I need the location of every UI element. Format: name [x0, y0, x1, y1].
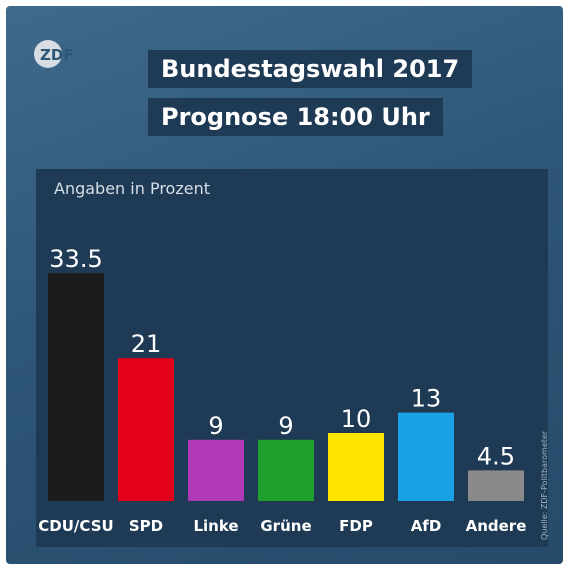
bar-gr-ne — [258, 439, 314, 501]
category-label-spd: SPD — [129, 517, 163, 535]
source-note: Quelle: ZDF-Politbarometer — [540, 430, 549, 540]
category-label-cdu-csu: CDU/CSU — [38, 517, 113, 535]
bar-spd — [118, 358, 174, 501]
value-label-afd: 13 — [411, 385, 442, 413]
bar-afd — [398, 412, 454, 501]
value-label-cdu-csu: 33.5 — [49, 245, 102, 273]
chart-subtitle-time: Prognose 18:00 Uhr — [148, 98, 443, 136]
chart-unit-label: Angaben in Prozent — [54, 179, 210, 198]
value-label-linke: 9 — [208, 412, 223, 440]
bar-cdu-csu — [48, 273, 104, 501]
zdf-logo-icon: ZDF — [34, 40, 74, 68]
logo-text: ZDF — [40, 46, 74, 64]
bar-fdp — [328, 433, 384, 501]
category-label-fdp: FDP — [339, 517, 373, 535]
category-label-afd: AfD — [411, 517, 442, 535]
value-label-fdp: 10 — [341, 405, 372, 433]
value-label-andere: 4.5 — [477, 442, 515, 470]
category-label-andere: Andere — [466, 517, 527, 535]
bar-chart: 33.5 CDU/CSU 21 SPD 9 Linke 9 Grüne 10 FDP 13 AfD 4.… — [38, 245, 527, 535]
category-label-gr-ne: Grüne — [260, 517, 311, 535]
bar-andere — [468, 470, 524, 501]
chart-title: Bundestagswahl 2017 — [148, 50, 473, 88]
value-label-gr-ne: 9 — [278, 412, 293, 440]
value-label-spd: 21 — [131, 330, 162, 358]
bar-linke — [188, 439, 244, 501]
category-label-linke: Linke — [193, 517, 238, 535]
chart-panel: Angaben in Prozent 33.5 CDU/CSU 21 SPD 9 Link… — [36, 169, 548, 547]
